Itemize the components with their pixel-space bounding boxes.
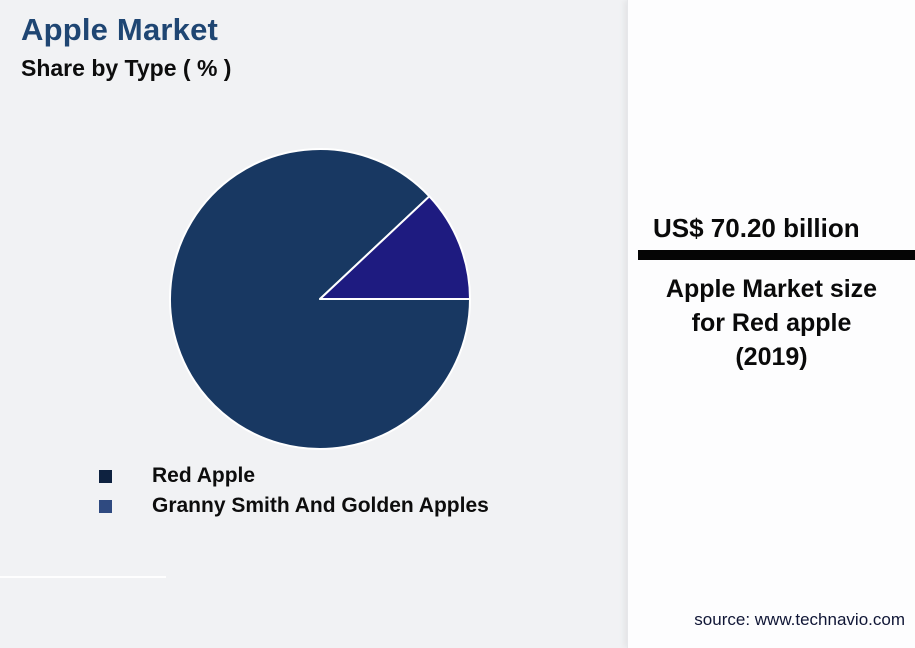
stat-label-line: for Red apple	[691, 309, 852, 337]
legend-marker-icon	[99, 469, 112, 483]
page-title: Apple Market	[21, 12, 219, 47]
divider-line	[0, 576, 166, 578]
stat-panel: US$ 70.20 billion Apple Market size for …	[627, 0, 915, 648]
legend-item-red-apple: Red Apple	[99, 461, 489, 491]
chart-header: Apple Market Share by Type ( % )	[21, 12, 231, 82]
stat-label: Apple Market size for Red apple (2019)	[628, 272, 915, 374]
stat-divider-bar	[638, 250, 915, 260]
legend-label: Granny Smith And Golden Apples	[152, 494, 489, 517]
pie-slice-granny-smith-and-golden-apples	[319, 195, 471, 300]
pie-slice-red-apple	[169, 148, 471, 450]
stat-value: US$ 70.20 billion	[653, 213, 860, 243]
source-credit: source: www.technavio.com	[694, 610, 905, 629]
chart-area: Apple Market Share by Type ( % ) Red App…	[0, 12, 490, 578]
stat-label-line: Apple Market size	[665, 275, 878, 303]
page-subtitle: Share by Type ( % )	[21, 55, 232, 81]
chart-legend: Red Apple Granny Smith And Golden Apples	[99, 461, 489, 521]
legend-marker-icon	[99, 499, 112, 513]
pie-chart	[169, 148, 471, 450]
legend-label: Red Apple	[152, 464, 256, 487]
legend-item-granny-smith: Granny Smith And Golden Apples	[99, 491, 489, 521]
stat-label-line: (2019)	[735, 343, 808, 371]
pie-chart-container	[150, 129, 490, 469]
